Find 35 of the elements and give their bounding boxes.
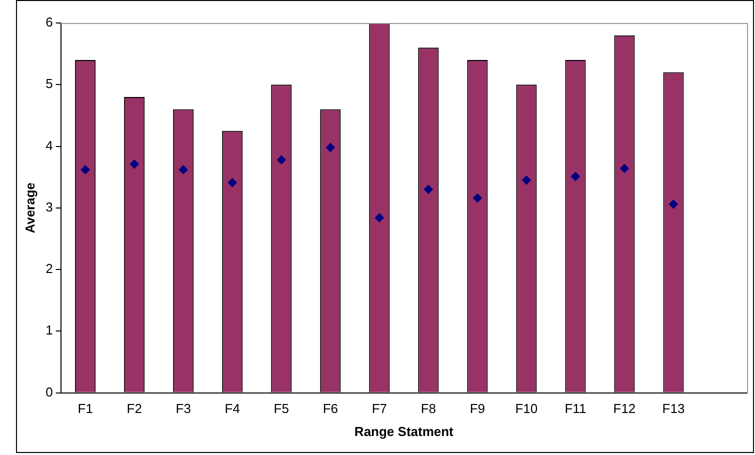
x-tick-label: F4 bbox=[224, 401, 240, 416]
point bbox=[668, 200, 678, 209]
x-axis-title: Range Statment bbox=[354, 424, 454, 439]
x-tick-label: F3 bbox=[176, 401, 191, 416]
y-tick-label: 3 bbox=[46, 199, 53, 214]
x-tick-label: F10 bbox=[515, 401, 538, 416]
point bbox=[570, 172, 580, 181]
x-tick-label: F12 bbox=[613, 401, 636, 416]
point bbox=[130, 160, 139, 169]
point bbox=[80, 165, 90, 174]
x-tick-label: F11 bbox=[564, 401, 586, 416]
x-tick-label: F13 bbox=[662, 401, 685, 416]
x-tick-label: F7 bbox=[372, 401, 387, 416]
point bbox=[472, 194, 482, 203]
x-tick-label: F6 bbox=[322, 401, 338, 416]
point bbox=[326, 143, 335, 152]
x-tick-label: F5 bbox=[274, 401, 289, 416]
x-tick-label: F8 bbox=[420, 401, 436, 416]
point bbox=[276, 155, 286, 164]
y-tick-label: 0 bbox=[46, 384, 53, 400]
y-tick-label: 6 bbox=[46, 14, 53, 30]
y-axis-title: Average bbox=[22, 182, 38, 234]
point bbox=[228, 178, 237, 188]
x-tick-label: F9 bbox=[470, 401, 486, 416]
point bbox=[424, 184, 433, 194]
y-tick-label: 2 bbox=[46, 261, 53, 276]
y-tick-label: 4 bbox=[46, 138, 53, 153]
y-tick-label: 5 bbox=[46, 76, 53, 92]
x-tick-label: F2 bbox=[126, 401, 142, 416]
x-tick-label: F1 bbox=[78, 401, 93, 416]
point bbox=[178, 165, 188, 174]
point bbox=[620, 164, 629, 173]
point bbox=[374, 213, 384, 222]
point bbox=[522, 176, 531, 185]
y-tick-label: 1 bbox=[46, 322, 53, 338]
